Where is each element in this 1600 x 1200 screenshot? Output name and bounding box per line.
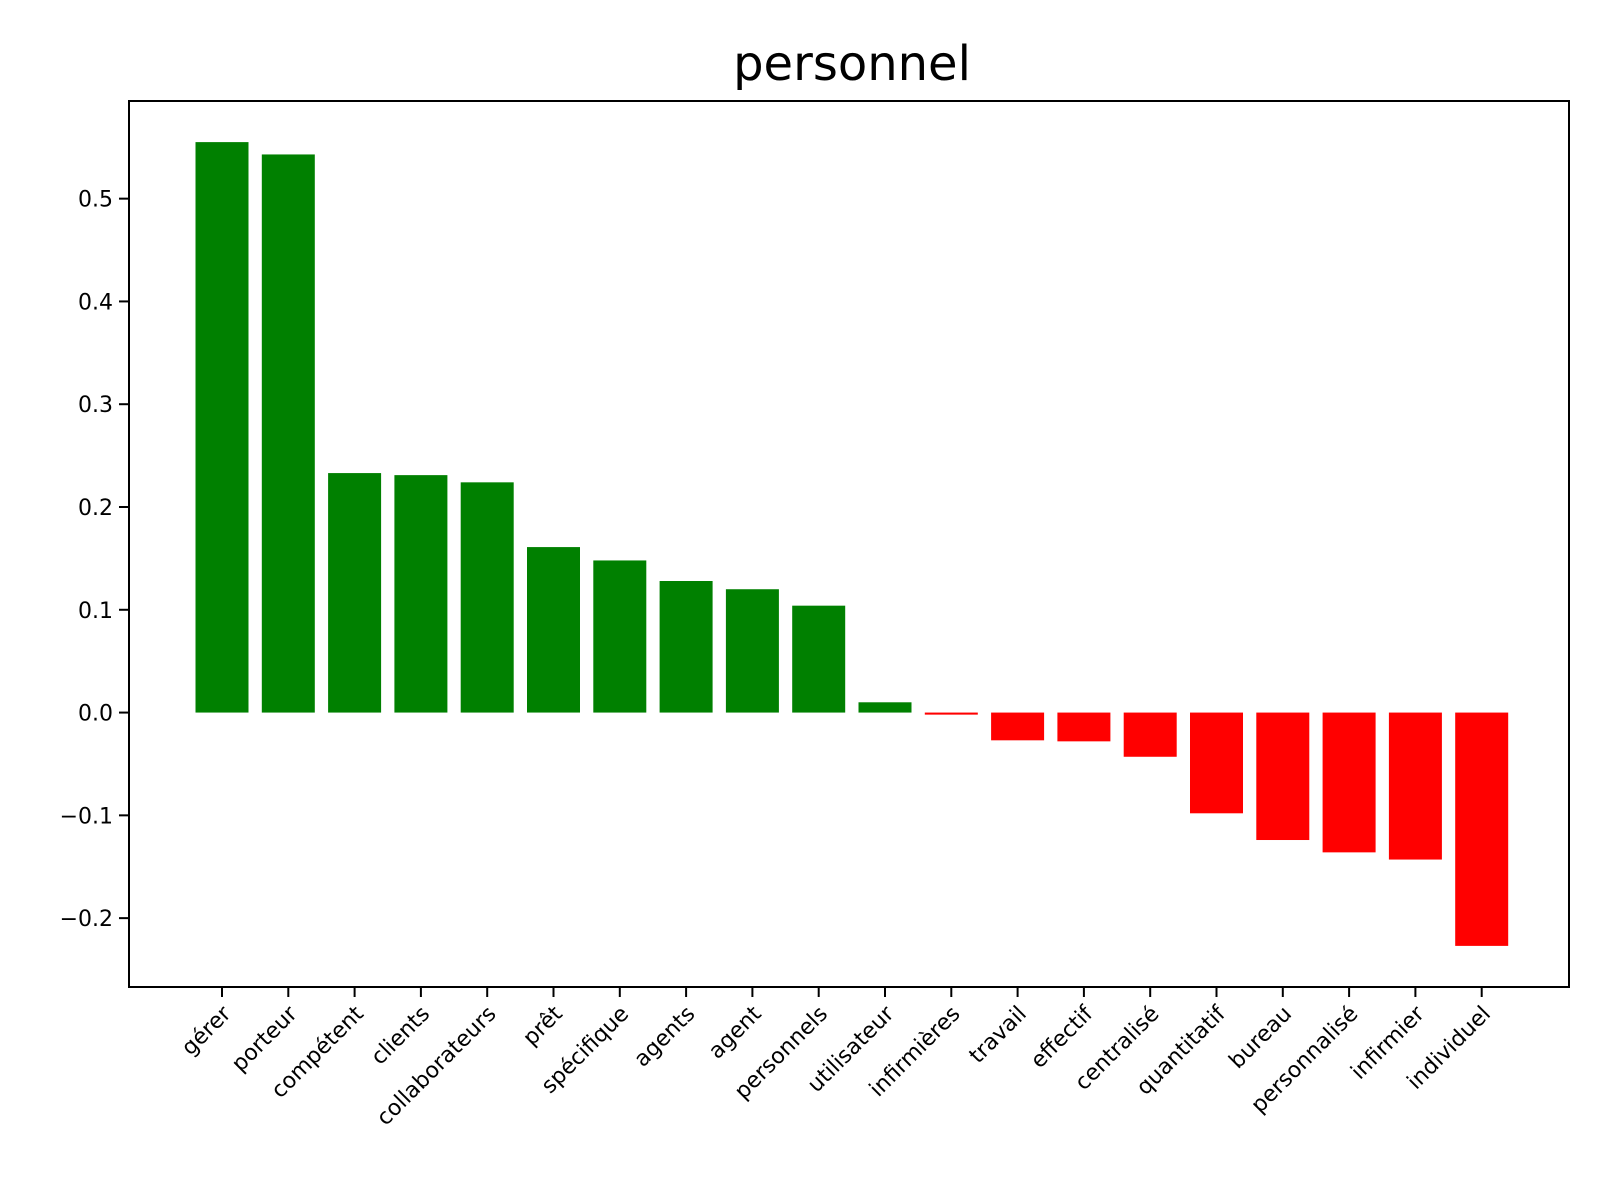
bar-18 [1388, 712, 1442, 860]
y-tick-label: 0.4 [78, 290, 113, 315]
x-tick-label: agent [704, 1001, 767, 1064]
bar-4 [460, 482, 514, 713]
y-tick-label: 0.0 [78, 702, 113, 727]
bar-1 [261, 154, 315, 713]
y-tick-label: 0.3 [78, 393, 113, 418]
bar-9 [792, 605, 846, 713]
y-tick-label: −0.2 [60, 907, 113, 932]
y-tick-label: 0.5 [78, 188, 113, 213]
bar-10 [858, 702, 912, 713]
bar-15 [1190, 712, 1243, 814]
plot-frame [128, 100, 1570, 988]
bars-group [195, 142, 1509, 946]
bar-0 [195, 142, 249, 713]
bar-11 [924, 712, 978, 715]
bar-19 [1455, 712, 1509, 946]
y-tick-label: 0.2 [78, 496, 113, 521]
y-tick-label: −0.1 [60, 804, 113, 829]
bar-2 [328, 473, 382, 713]
bar-8 [725, 589, 779, 713]
x-tick-label: prêt [518, 1001, 568, 1051]
bar-14 [1123, 712, 1177, 757]
bar-13 [1057, 712, 1111, 742]
chart-title: personnel [733, 36, 971, 92]
x-axis: gérerporteurcompétentclientscollaborateu… [177, 987, 1496, 1131]
bar-16 [1256, 712, 1310, 841]
x-tick-label: gérer [177, 1001, 237, 1061]
y-axis: −0.2 −0.1 0.0 0.1 0.2 0.3 0.4 0.5 [60, 188, 129, 932]
x-tick-label: agents [630, 1002, 701, 1073]
bar-6 [593, 560, 647, 713]
bar-12 [991, 712, 1045, 741]
bar-5 [527, 547, 580, 713]
bar-7 [659, 581, 713, 713]
bar-3 [394, 475, 448, 713]
y-tick-label: 0.1 [78, 599, 113, 624]
x-tick-label: travail [965, 1002, 1032, 1069]
bar-17 [1322, 712, 1376, 853]
x-tick-label: collaborateurs [372, 1002, 501, 1131]
